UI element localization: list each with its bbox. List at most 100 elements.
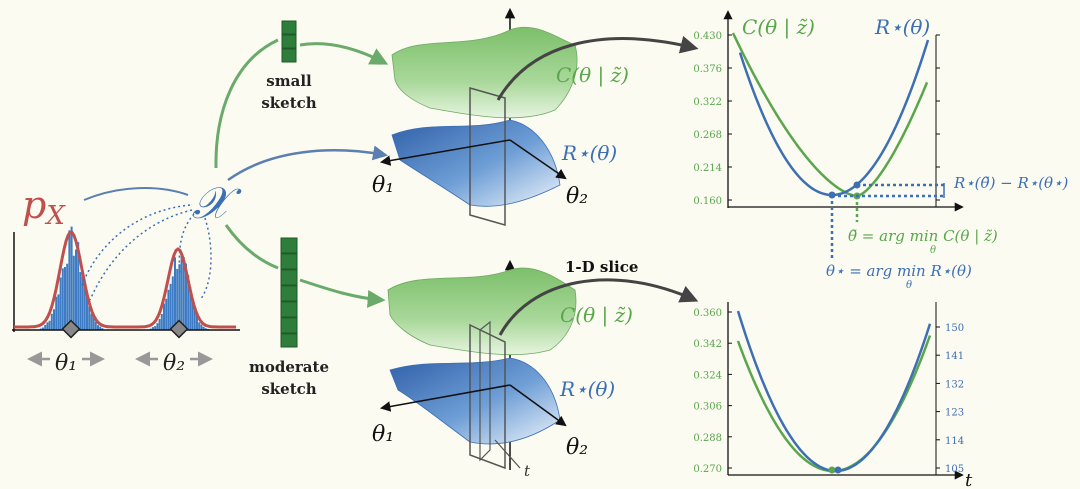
histogram-bar xyxy=(59,277,62,330)
top-plot-blue-label: R⋆(θ) xyxy=(874,15,930,39)
y-tick-label: 0.430 xyxy=(693,31,722,42)
bottom-slice-plane-1 xyxy=(469,323,506,470)
left-tick-label: 0.360 xyxy=(693,308,722,319)
bottom-plot-right-ticks: 150 141 132 123 114 105 xyxy=(936,323,964,475)
top-theta1-label: θ₁ xyxy=(372,173,394,198)
top-slice-to-plot-arrow xyxy=(496,35,699,101)
theta2-diamond xyxy=(169,319,189,339)
histogram-bar xyxy=(171,276,174,330)
bottom-plot-x-label: t xyxy=(965,470,973,489)
moderate-sketch-label-2: sketch xyxy=(261,380,316,398)
left-tick-label: 0.342 xyxy=(693,339,722,350)
histogram-bar xyxy=(97,325,99,330)
top-theta2-label: θ₂ xyxy=(566,184,588,209)
bottom-theta1-axis xyxy=(379,384,511,412)
histogram-bar xyxy=(64,267,66,330)
histogram-bar xyxy=(55,296,58,330)
histogram-bar xyxy=(83,284,86,330)
histogram-bar xyxy=(176,268,179,330)
right-tick-label: 105 xyxy=(945,464,964,475)
histogram-bar xyxy=(81,276,84,330)
top-blue-label: R⋆(θ) xyxy=(561,141,617,165)
histogram-bar xyxy=(169,283,172,330)
right-tick-label: 114 xyxy=(945,436,964,447)
histogram-bar xyxy=(61,268,64,330)
bottom-green-surface xyxy=(387,267,577,356)
histogram-bar xyxy=(204,328,207,330)
bottom-blue-label: R⋆(θ) xyxy=(559,377,615,401)
bottom-t-label: t xyxy=(524,462,531,480)
top-theta1-axis xyxy=(379,139,511,166)
histogram-bar xyxy=(191,298,194,330)
histogram-bar xyxy=(160,313,163,330)
left-tick-label: 0.324 xyxy=(693,370,722,381)
sampling-lines xyxy=(81,204,212,301)
left-tick-label: 0.288 xyxy=(693,433,722,444)
histogram-bar xyxy=(88,306,91,330)
histogram-bar xyxy=(92,314,95,330)
top-plot: 0.430 0.376 0.322 0.268 0.214 0.160 C(θ | z̃)… xyxy=(693,10,1068,291)
histogram-bar xyxy=(46,322,49,330)
bottom-slice-plane-2 xyxy=(479,320,491,462)
top-blue-surface xyxy=(391,119,561,207)
histogram-bar xyxy=(57,294,60,330)
top-green-surface xyxy=(391,26,578,119)
bottom-slice-to-plot-arrow xyxy=(498,278,699,336)
histogram-bar xyxy=(101,328,104,330)
histogram-bar xyxy=(39,328,42,330)
top-plot-green-label: C(θ | z̃) xyxy=(742,15,815,40)
theta-star-label: θ⋆ = arg min R⋆(θ) xyxy=(826,262,972,280)
bottom-plot: 0.360 0.342 0.324 0.306 0.288 0.270 150 141 132… xyxy=(693,302,973,489)
y-tick-label: 0.214 xyxy=(693,163,722,174)
histogram-bar xyxy=(163,303,165,330)
y-tick-label: 0.376 xyxy=(693,64,722,75)
moderate-sketch-to-bottom-surface-arrow xyxy=(299,278,386,308)
top-plot-blue-curve xyxy=(738,39,930,197)
histogram-bar xyxy=(99,326,102,330)
data-to-small-sketch-arrow xyxy=(214,38,279,169)
histogram-bar xyxy=(158,319,161,330)
small-sketch-label-2: sketch xyxy=(261,94,316,112)
small-sketch-icon xyxy=(281,20,297,63)
histogram-bar xyxy=(86,293,88,330)
bottom-plot-left-ticks: 0.360 0.342 0.324 0.306 0.288 0.270 xyxy=(693,308,732,475)
small-sketch-label-1: small xyxy=(266,72,312,90)
histogram-bar xyxy=(53,309,55,330)
bottom-t-axis xyxy=(494,439,521,469)
histogram-bar xyxy=(152,327,154,330)
top-green-label: C(θ | z̃) xyxy=(556,63,629,88)
right-tick-label: 123 xyxy=(945,408,964,419)
histogram-bar xyxy=(94,321,97,330)
dataset-symbol: 𝒳 xyxy=(192,178,242,229)
moderate-sketch-icon xyxy=(280,237,298,348)
theta1-diamond xyxy=(61,319,81,339)
histogram-bar xyxy=(154,326,157,330)
histogram-bar xyxy=(200,324,203,330)
bottom-green-label: C(θ | z̃) xyxy=(560,303,633,328)
histogram-bar xyxy=(187,275,190,330)
histogram-bar xyxy=(167,289,170,330)
histogram-bar xyxy=(42,327,44,330)
histogram-bar xyxy=(44,325,47,330)
top-plot-green-curve xyxy=(731,32,929,198)
histogram-bar xyxy=(196,315,198,330)
theta-tilde-label: θ̃ = arg min C(θ | z̃) xyxy=(848,227,998,245)
histogram-bar xyxy=(185,263,187,330)
small-sketch-to-top-surface-arrow xyxy=(299,42,389,65)
histogram-bar xyxy=(156,323,159,330)
histogram-bar xyxy=(66,263,69,330)
bottom-surfaces: t θ₁ θ₂ C(θ | z̃) R⋆(θ) 1-D slice xyxy=(372,258,699,480)
bottom-theta2-axis xyxy=(509,384,567,427)
histogram-bar xyxy=(72,255,75,330)
density-curve xyxy=(14,230,236,329)
histogram-bar xyxy=(189,287,192,330)
histogram-bar xyxy=(193,308,196,330)
top-surfaces: θ₁ θ₂ C(θ | z̃) R⋆(θ) xyxy=(372,7,699,226)
histogram-bar xyxy=(180,253,183,330)
bottom-min-marker-1 xyxy=(828,466,836,474)
histogram-bar xyxy=(182,256,185,330)
top-theta2-axis xyxy=(509,139,567,180)
density-to-data-arrow xyxy=(83,187,189,201)
histogram-bar xyxy=(75,249,77,330)
